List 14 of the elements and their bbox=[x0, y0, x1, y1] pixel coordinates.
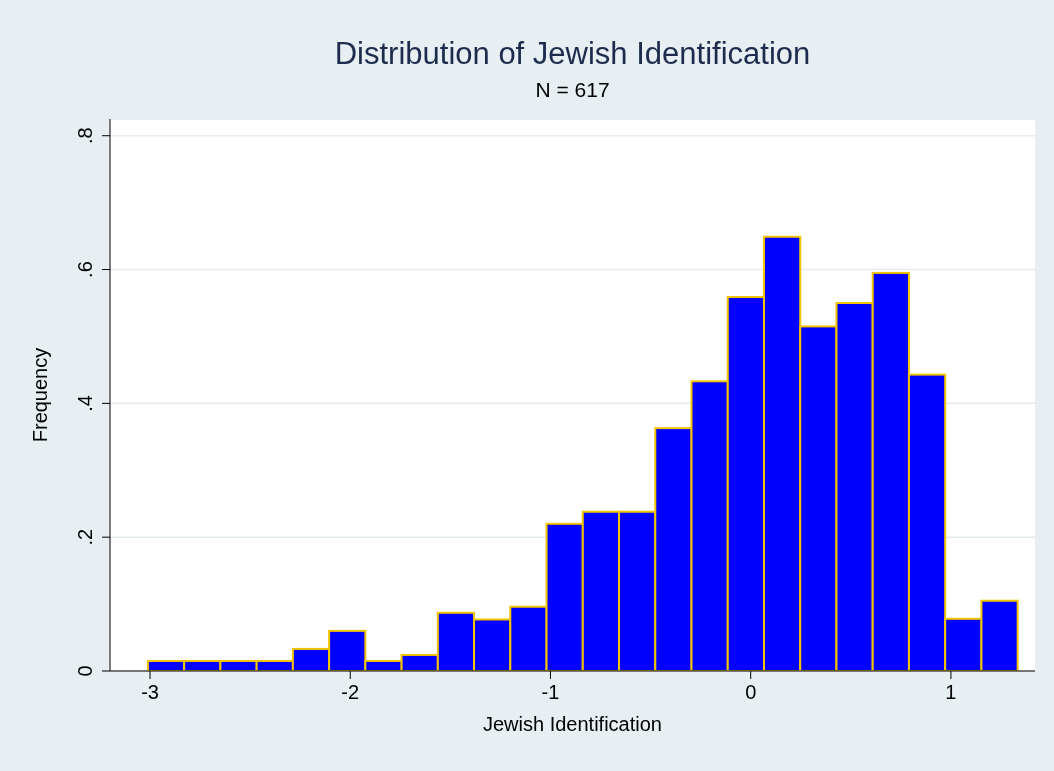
y-tick-label: .8 bbox=[74, 127, 96, 145]
x-tick-label: -1 bbox=[541, 681, 560, 704]
y-tick-label: 0 bbox=[74, 665, 96, 677]
y-tick-label: .2 bbox=[74, 528, 96, 546]
x-tick-label: 1 bbox=[945, 681, 957, 704]
x-tick-label: -2 bbox=[341, 681, 360, 704]
y-axis-title: Frequency bbox=[29, 347, 52, 443]
chart-title: Distribution of Jewish Identification bbox=[333, 36, 812, 72]
chart-subtitle: N = 617 bbox=[534, 78, 611, 102]
y-tick-label: .6 bbox=[74, 261, 96, 278]
x-tick-label: 0 bbox=[745, 681, 757, 704]
x-tick-label: -3 bbox=[141, 681, 159, 704]
y-tick-label: .4 bbox=[74, 395, 96, 412]
x-axis-title: Jewish Identification bbox=[483, 713, 662, 735]
